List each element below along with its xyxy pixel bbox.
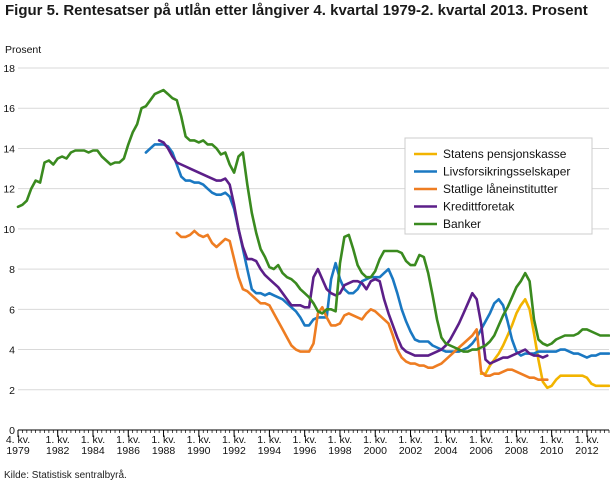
x-tick-year-label: 1994 [258, 445, 282, 457]
y-tick-label: 18 [3, 63, 15, 75]
x-tick-label: 1. kv. [222, 434, 246, 446]
x-tick-year-label: 2002 [399, 445, 423, 457]
x-tick-label: 1. kv. [257, 434, 281, 446]
x-tick-year-label: 1998 [328, 445, 352, 457]
legend-label: Banker [443, 217, 481, 231]
x-tick-year-label: 2000 [364, 445, 388, 457]
y-tick-label: 2 [9, 385, 15, 397]
x-tick-year-label: 1996 [293, 445, 317, 457]
x-tick-label: 1. kv. [540, 434, 564, 446]
x-tick-label: 1. kv. [116, 434, 140, 446]
x-tick-label: 1. kv. [81, 434, 105, 446]
x-tick-label: 1. kv. [575, 434, 599, 446]
x-tick-year-label: 2004 [434, 445, 458, 457]
legend-label: Kredittforetak [443, 200, 515, 214]
y-tick-label: 12 [3, 184, 15, 196]
y-tick-label: 8 [9, 264, 15, 276]
x-tick-label: 1. kv. [151, 434, 175, 446]
y-tick-label: 4 [9, 345, 15, 357]
chart-title: Figur 5. Rentesatser på utlån etter lång… [5, 2, 588, 19]
x-tick-label: 1. kv. [187, 434, 211, 446]
series-lines [16, 88, 610, 390]
x-tick-year-label: 1988 [152, 445, 176, 457]
source-note: Kilde: Statistisk sentralbyrå. [4, 470, 127, 481]
x-tick-year-label: 2006 [469, 445, 493, 457]
x-tick-label: 4. kv. [6, 434, 30, 446]
x-tick-label: 1. kv. [504, 434, 528, 446]
x-tick-year-label: 1984 [81, 445, 105, 457]
legend-label: Statlige låneinstitutter [443, 182, 558, 196]
x-tick-year-label: 1990 [187, 445, 211, 457]
x-tick-year-label: 2010 [540, 445, 564, 457]
x-tick-label: 1. kv. [363, 434, 387, 446]
y-tick-label: 6 [9, 304, 15, 316]
y-axis-label: Prosent [5, 44, 41, 56]
x-tick-year-label: 1986 [117, 445, 141, 457]
series-line-banker [16, 88, 610, 353]
x-tick-year-label: 2008 [505, 445, 529, 457]
legend-label: Statens pensjonskasse [443, 147, 567, 161]
x-tick-label: 1. kv. [46, 434, 70, 446]
y-tick-label: 0 [9, 425, 15, 437]
x-tick-year-label: 2012 [575, 445, 599, 457]
y-tick-label: 14 [3, 143, 15, 155]
y-tick-label: 16 [3, 103, 15, 115]
series-line-statlige-l-neinstitutter [175, 229, 549, 381]
y-tick-label: 10 [3, 224, 15, 236]
x-tick-year-label: 1982 [46, 445, 70, 457]
x-tick-label: 1. kv. [398, 434, 422, 446]
x-tick-label: 1. kv. [469, 434, 493, 446]
x-tick-year-label: 1979 [6, 445, 30, 457]
x-tick-label: 1. kv. [434, 434, 458, 446]
x-tick-label: 1. kv. [293, 434, 317, 446]
series-line-statens-pensjonskasse [479, 298, 610, 390]
legend-label: Livsforsikringsselskaper [443, 165, 570, 179]
x-tick-label: 1. kv. [328, 434, 352, 446]
series-line-kredittforetak [157, 139, 549, 365]
legend: Statens pensjonskasse Livsforsikringssels… [404, 137, 593, 235]
x-tick-year-label: 1992 [222, 445, 246, 457]
